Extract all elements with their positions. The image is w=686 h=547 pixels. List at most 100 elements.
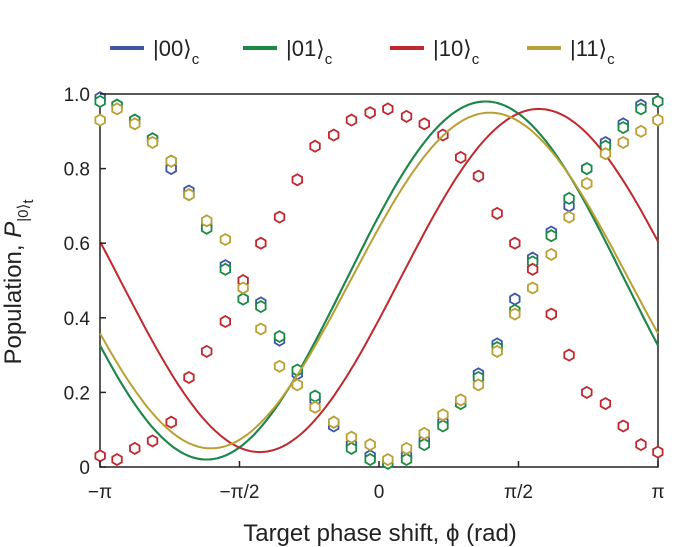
y-axis-title-italic: P bbox=[0, 222, 27, 238]
x-axis-title: Target phase shift, ϕ (rad) bbox=[243, 520, 517, 547]
y-tick-label: 0 bbox=[79, 458, 90, 479]
data-point bbox=[617, 121, 629, 135]
data-point bbox=[563, 348, 575, 362]
data-point bbox=[545, 247, 557, 261]
data-point bbox=[635, 438, 647, 452]
data-point bbox=[652, 94, 664, 109]
data-point bbox=[418, 438, 431, 452]
data-point bbox=[345, 441, 358, 455]
series-2 bbox=[94, 102, 664, 467]
series-line bbox=[99, 111, 659, 450]
data-point bbox=[364, 106, 376, 120]
legend-label-sub: c bbox=[325, 51, 333, 68]
data-point bbox=[237, 281, 249, 295]
data-point bbox=[635, 124, 647, 138]
data-point bbox=[563, 191, 575, 205]
data-point bbox=[509, 292, 521, 306]
data-point bbox=[472, 169, 485, 183]
data-point bbox=[183, 188, 195, 202]
data-point bbox=[563, 210, 575, 224]
y-tick-label: 0.2 bbox=[64, 383, 90, 404]
x-tick-label: 0 bbox=[374, 482, 385, 503]
data-point bbox=[545, 307, 557, 321]
data-point bbox=[183, 370, 195, 385]
y-tick-label: 1.0 bbox=[64, 85, 90, 106]
series-0 bbox=[94, 91, 664, 470]
x-tick-label: π bbox=[651, 482, 664, 503]
data-point bbox=[527, 281, 539, 295]
data-point bbox=[94, 113, 106, 127]
data-point bbox=[491, 206, 503, 220]
data-point bbox=[527, 262, 539, 276]
data-point bbox=[255, 300, 267, 314]
data-point bbox=[291, 378, 304, 392]
plot-frame bbox=[99, 93, 659, 468]
data-point bbox=[400, 452, 413, 467]
y-axis: 0 0.2 0.4 0.6 0.8 1.0 bbox=[64, 85, 106, 479]
data-point bbox=[617, 419, 629, 433]
legend-label: |00⟩c bbox=[153, 36, 200, 68]
data-point bbox=[111, 102, 123, 116]
data-point bbox=[111, 452, 123, 467]
y-axis-title: Population, P|0⟩t bbox=[0, 199, 37, 365]
data-point bbox=[364, 438, 376, 452]
data-point bbox=[400, 441, 413, 455]
data-point bbox=[581, 176, 593, 191]
data-point bbox=[309, 139, 321, 153]
plot-area bbox=[94, 91, 664, 470]
data-point bbox=[454, 150, 467, 164]
data-point bbox=[165, 154, 177, 168]
data-point bbox=[418, 426, 431, 440]
data-point bbox=[94, 449, 106, 463]
y-axis-title-main: Population, bbox=[0, 238, 27, 365]
data-point bbox=[219, 262, 232, 276]
series-3 bbox=[94, 102, 664, 467]
data-point bbox=[129, 441, 141, 455]
data-point bbox=[545, 229, 557, 243]
data-point bbox=[146, 135, 159, 150]
x-tick-label: −π bbox=[88, 482, 112, 503]
legend-label-text: |10⟩ bbox=[433, 36, 472, 61]
data-point bbox=[437, 419, 449, 433]
data-point bbox=[200, 214, 213, 228]
data-point bbox=[255, 322, 267, 336]
data-point bbox=[309, 389, 321, 403]
legend: |00⟩c |01⟩c |10⟩c |11⟩c bbox=[110, 36, 615, 68]
data-point bbox=[146, 434, 159, 448]
legend-label-text: |01⟩ bbox=[286, 36, 325, 61]
data-point bbox=[454, 393, 467, 407]
data-point bbox=[635, 102, 647, 116]
y-axis-title-sub: |0⟩ bbox=[15, 204, 32, 222]
data-point bbox=[129, 117, 141, 131]
legend-label-sub: c bbox=[607, 51, 615, 68]
data-point bbox=[599, 397, 612, 411]
legend-label-text: |00⟩ bbox=[153, 36, 192, 61]
data-point bbox=[581, 385, 593, 399]
data-point bbox=[309, 400, 321, 414]
y-tick-label: 0.8 bbox=[64, 160, 90, 181]
data-point bbox=[273, 359, 286, 373]
data-point bbox=[364, 452, 376, 467]
y-tick-label: 0.6 bbox=[64, 234, 90, 255]
data-point bbox=[437, 408, 449, 422]
data-point bbox=[509, 307, 521, 321]
data-point bbox=[219, 314, 232, 329]
data-point bbox=[472, 378, 485, 392]
series-line bbox=[99, 100, 659, 461]
data-point bbox=[327, 128, 340, 142]
x-tick-label: −π/2 bbox=[219, 482, 259, 503]
legend-label-sub: c bbox=[192, 51, 200, 68]
data-point bbox=[200, 344, 213, 358]
x-axis: −π −π/2 0 π/2 π bbox=[88, 461, 665, 503]
data-point bbox=[255, 236, 267, 250]
legend-label: |01⟩c bbox=[286, 36, 333, 68]
data-point bbox=[400, 109, 413, 123]
data-point bbox=[291, 173, 304, 187]
data-point bbox=[273, 329, 286, 344]
data-point bbox=[382, 102, 394, 116]
data-point bbox=[327, 415, 340, 429]
data-point bbox=[599, 147, 612, 161]
legend-label-text: |11⟩ bbox=[570, 36, 607, 61]
data-point bbox=[652, 113, 664, 127]
